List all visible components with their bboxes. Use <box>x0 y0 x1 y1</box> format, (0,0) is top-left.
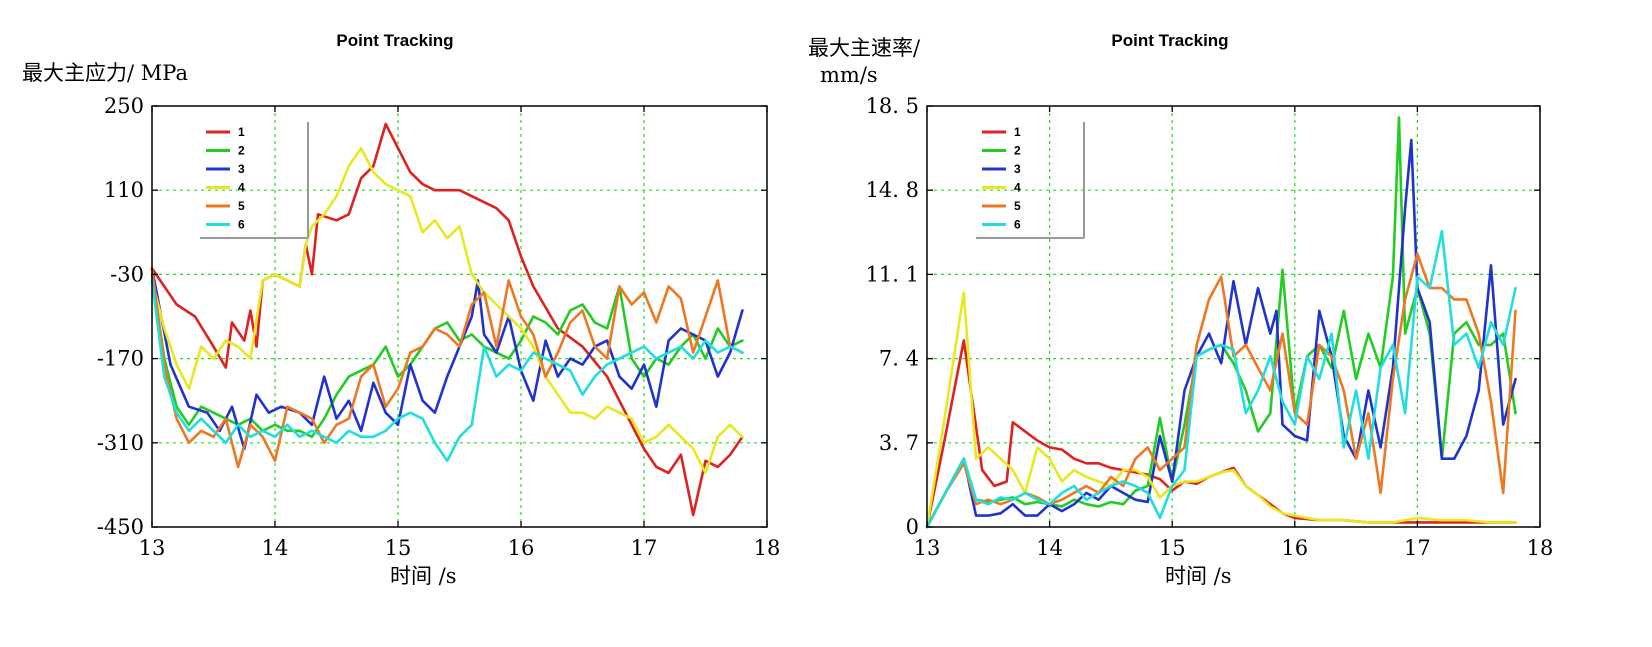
legend-label-6: 6 <box>238 218 245 232</box>
x-tick-label: 17 <box>1404 536 1431 560</box>
legend-label-2: 2 <box>1014 144 1021 158</box>
legend: 1 2 3 4 5 6 <box>200 122 309 239</box>
y-tick-label: 14. 8 <box>866 178 919 202</box>
x-tick-label: 18 <box>1527 536 1554 560</box>
y-axis-unit: mm/s <box>820 63 878 87</box>
legend-label-4: 4 <box>238 181 245 195</box>
plot-frame <box>151 105 768 528</box>
y-tick-label: 3. 7 <box>879 431 919 455</box>
x-tick-label: 17 <box>631 536 658 560</box>
series-2-line <box>925 116 1517 529</box>
legend: 1 2 3 4 5 6 <box>976 122 1085 239</box>
series-3-line <box>150 267 744 451</box>
x-axis-label: 时间 /s <box>390 564 457 588</box>
x-tick-label: 14 <box>262 536 289 560</box>
y-tick-label: 7. 4 <box>879 347 919 371</box>
x-tick-label: 13 <box>139 536 166 560</box>
y-tick-label: -450 <box>97 515 144 539</box>
y-tick-label: 0 <box>906 515 919 539</box>
series-6-line <box>150 279 744 463</box>
y-axis-label: 最大主应力/ MPa <box>22 61 188 85</box>
x-axis-label: 时间 /s <box>1165 564 1232 588</box>
legend-label-5: 5 <box>238 199 245 213</box>
y-tick-label: 11. 1 <box>866 262 919 286</box>
series-3-line <box>925 138 1517 529</box>
x-tick-label: 13 <box>914 536 941 560</box>
series-6-line <box>925 229 1517 529</box>
series-5-line <box>150 267 744 469</box>
x-tick-label: 15 <box>385 536 412 560</box>
plot-frame <box>926 105 1541 528</box>
series-5-line <box>925 252 1517 529</box>
y-tick-label: -30 <box>110 262 144 286</box>
legend-label-4: 4 <box>1014 181 1021 195</box>
legend-label-5: 5 <box>1014 199 1021 213</box>
x-tick-label: 16 <box>508 536 535 560</box>
legend-label-3: 3 <box>1014 162 1021 176</box>
y-axis-label: 最大主速率/ <box>808 36 921 60</box>
series-1-line <box>150 122 744 517</box>
legend-label-3: 3 <box>238 162 245 176</box>
legend-label-2: 2 <box>238 144 245 158</box>
x-tick-label: 15 <box>1159 536 1186 560</box>
x-tick-label: 18 <box>754 536 781 560</box>
chart-title: Point Tracking <box>1111 31 1228 50</box>
legend-label-6: 6 <box>1014 218 1021 232</box>
legend-label-1: 1 <box>238 125 245 139</box>
x-tick-label: 14 <box>1036 536 1063 560</box>
x-tick-label: 16 <box>1281 536 1308 560</box>
chart-title: Point Tracking <box>336 31 453 50</box>
y-tick-label: -170 <box>97 347 144 371</box>
legend-label-1: 1 <box>1014 125 1021 139</box>
y-tick-label: 110 <box>104 178 144 202</box>
y-tick-label: 250 <box>104 94 144 118</box>
y-tick-label: -310 <box>97 431 144 455</box>
series-4-line <box>150 146 744 475</box>
y-tick-label: 18. 5 <box>866 94 919 118</box>
